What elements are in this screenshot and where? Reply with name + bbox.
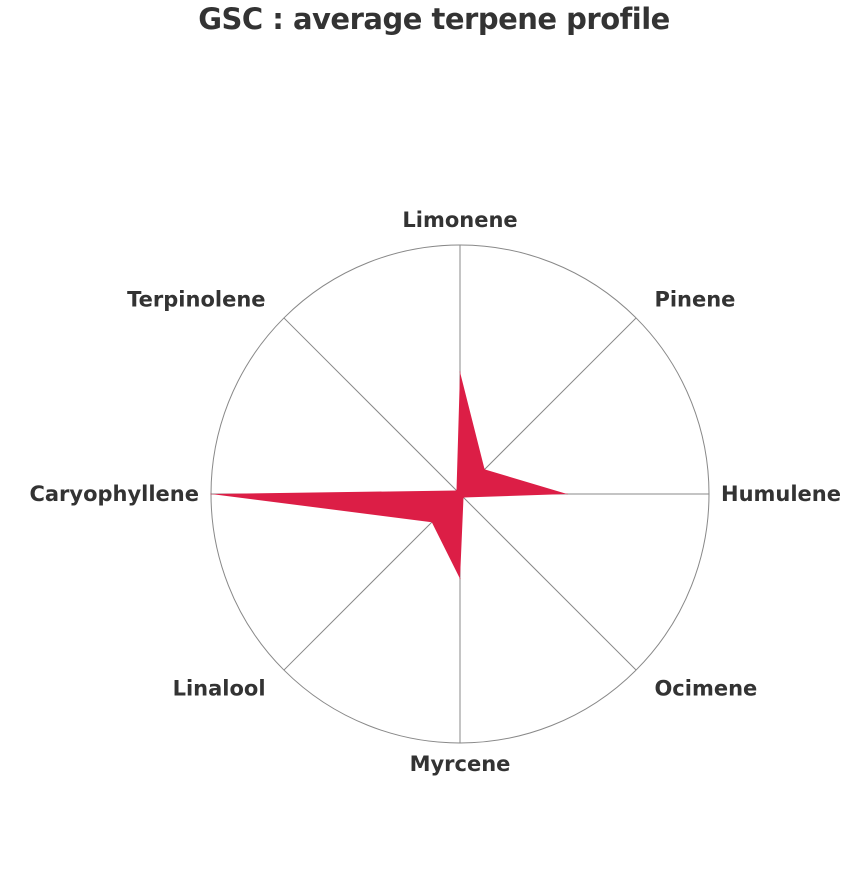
data-point-terpinolene xyxy=(455,489,457,491)
data-point-linalool xyxy=(431,521,433,523)
axis-label-myrcene: Myrcene xyxy=(410,752,511,776)
axis-spoke xyxy=(283,493,461,671)
series-area xyxy=(211,372,568,579)
data-point-pinene xyxy=(484,468,486,470)
data-point-ocimene xyxy=(463,497,465,499)
axis-label-ocimene: Ocimene xyxy=(654,676,757,700)
axis-label-linalool: Linalool xyxy=(173,676,266,700)
axis-label-terpinolene: Terpinolene xyxy=(127,288,265,312)
axis-spoke xyxy=(283,317,461,495)
data-point-humulene xyxy=(566,493,568,495)
data-point-limonene xyxy=(459,371,461,373)
chart-title: GSC : average terpene profile xyxy=(198,2,670,36)
axis-spoke xyxy=(459,493,637,671)
axis-label-caryophyllene: Caryophyllene xyxy=(29,482,199,506)
axis-spoke xyxy=(459,317,637,495)
data-point-myrcene xyxy=(459,578,461,580)
axis-label-humulene: Humulene xyxy=(721,482,841,506)
axis-label-limonene: Limonene xyxy=(402,208,517,232)
data-point-caryophyllene xyxy=(210,493,212,495)
axis-label-pinene: Pinene xyxy=(654,288,735,312)
